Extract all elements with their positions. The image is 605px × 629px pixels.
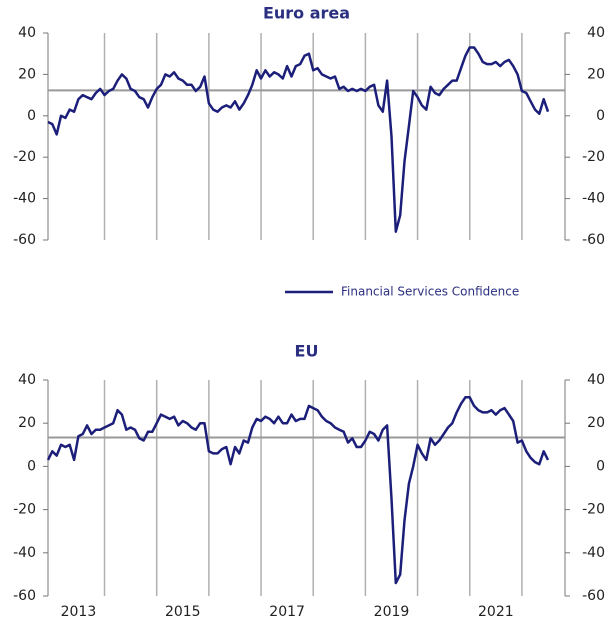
y2-tick-label: 20 bbox=[587, 415, 605, 431]
y2-tick-label: 40 bbox=[587, 372, 605, 388]
series-line bbox=[46, 396, 550, 585]
y-tick-label: 40 bbox=[18, 372, 36, 388]
y-tick-label: -40 bbox=[13, 191, 36, 207]
y-tick-label: 0 bbox=[27, 458, 36, 474]
x-tick-label: 2013 bbox=[61, 604, 97, 620]
y2-tick-label: -40 bbox=[582, 191, 605, 207]
y2-tick-label: -40 bbox=[582, 545, 605, 561]
y-tick-label: -20 bbox=[13, 502, 36, 518]
chart-title: Euro area bbox=[263, 4, 350, 23]
legend-label: Financial Services Confidence bbox=[341, 285, 519, 299]
x-tick-label: 2019 bbox=[374, 604, 410, 620]
y2-tick-label: 40 bbox=[587, 25, 605, 41]
y-tick-label: 20 bbox=[18, 66, 36, 82]
y2-tick-label: 0 bbox=[596, 108, 605, 124]
y2-tick-label: -20 bbox=[582, 502, 605, 518]
y-tick-label: 20 bbox=[18, 415, 36, 431]
x-tick-label: 2017 bbox=[269, 604, 305, 620]
x-tick-label: 2021 bbox=[478, 604, 514, 620]
series-line bbox=[47, 46, 550, 233]
y2-tick-label: 0 bbox=[596, 458, 605, 474]
y-tick-label: -20 bbox=[13, 149, 36, 165]
y-tick-label: 0 bbox=[27, 108, 36, 124]
y-tick-label: -60 bbox=[13, 588, 36, 604]
x-tick-label: 2015 bbox=[165, 604, 201, 620]
y2-tick-label: -20 bbox=[582, 149, 605, 165]
y2-tick-label: -60 bbox=[582, 232, 605, 248]
y-tick-label: 40 bbox=[18, 25, 36, 41]
y-tick-label: -60 bbox=[13, 232, 36, 248]
chart-title: EU bbox=[295, 342, 319, 361]
y-tick-label: -40 bbox=[13, 545, 36, 561]
y2-tick-label: -60 bbox=[582, 588, 605, 604]
y2-tick-label: 20 bbox=[587, 66, 605, 82]
